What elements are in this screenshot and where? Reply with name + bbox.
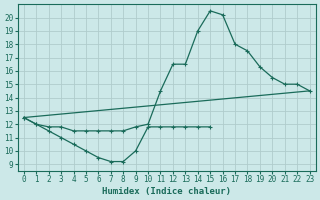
X-axis label: Humidex (Indice chaleur): Humidex (Indice chaleur) xyxy=(102,187,231,196)
